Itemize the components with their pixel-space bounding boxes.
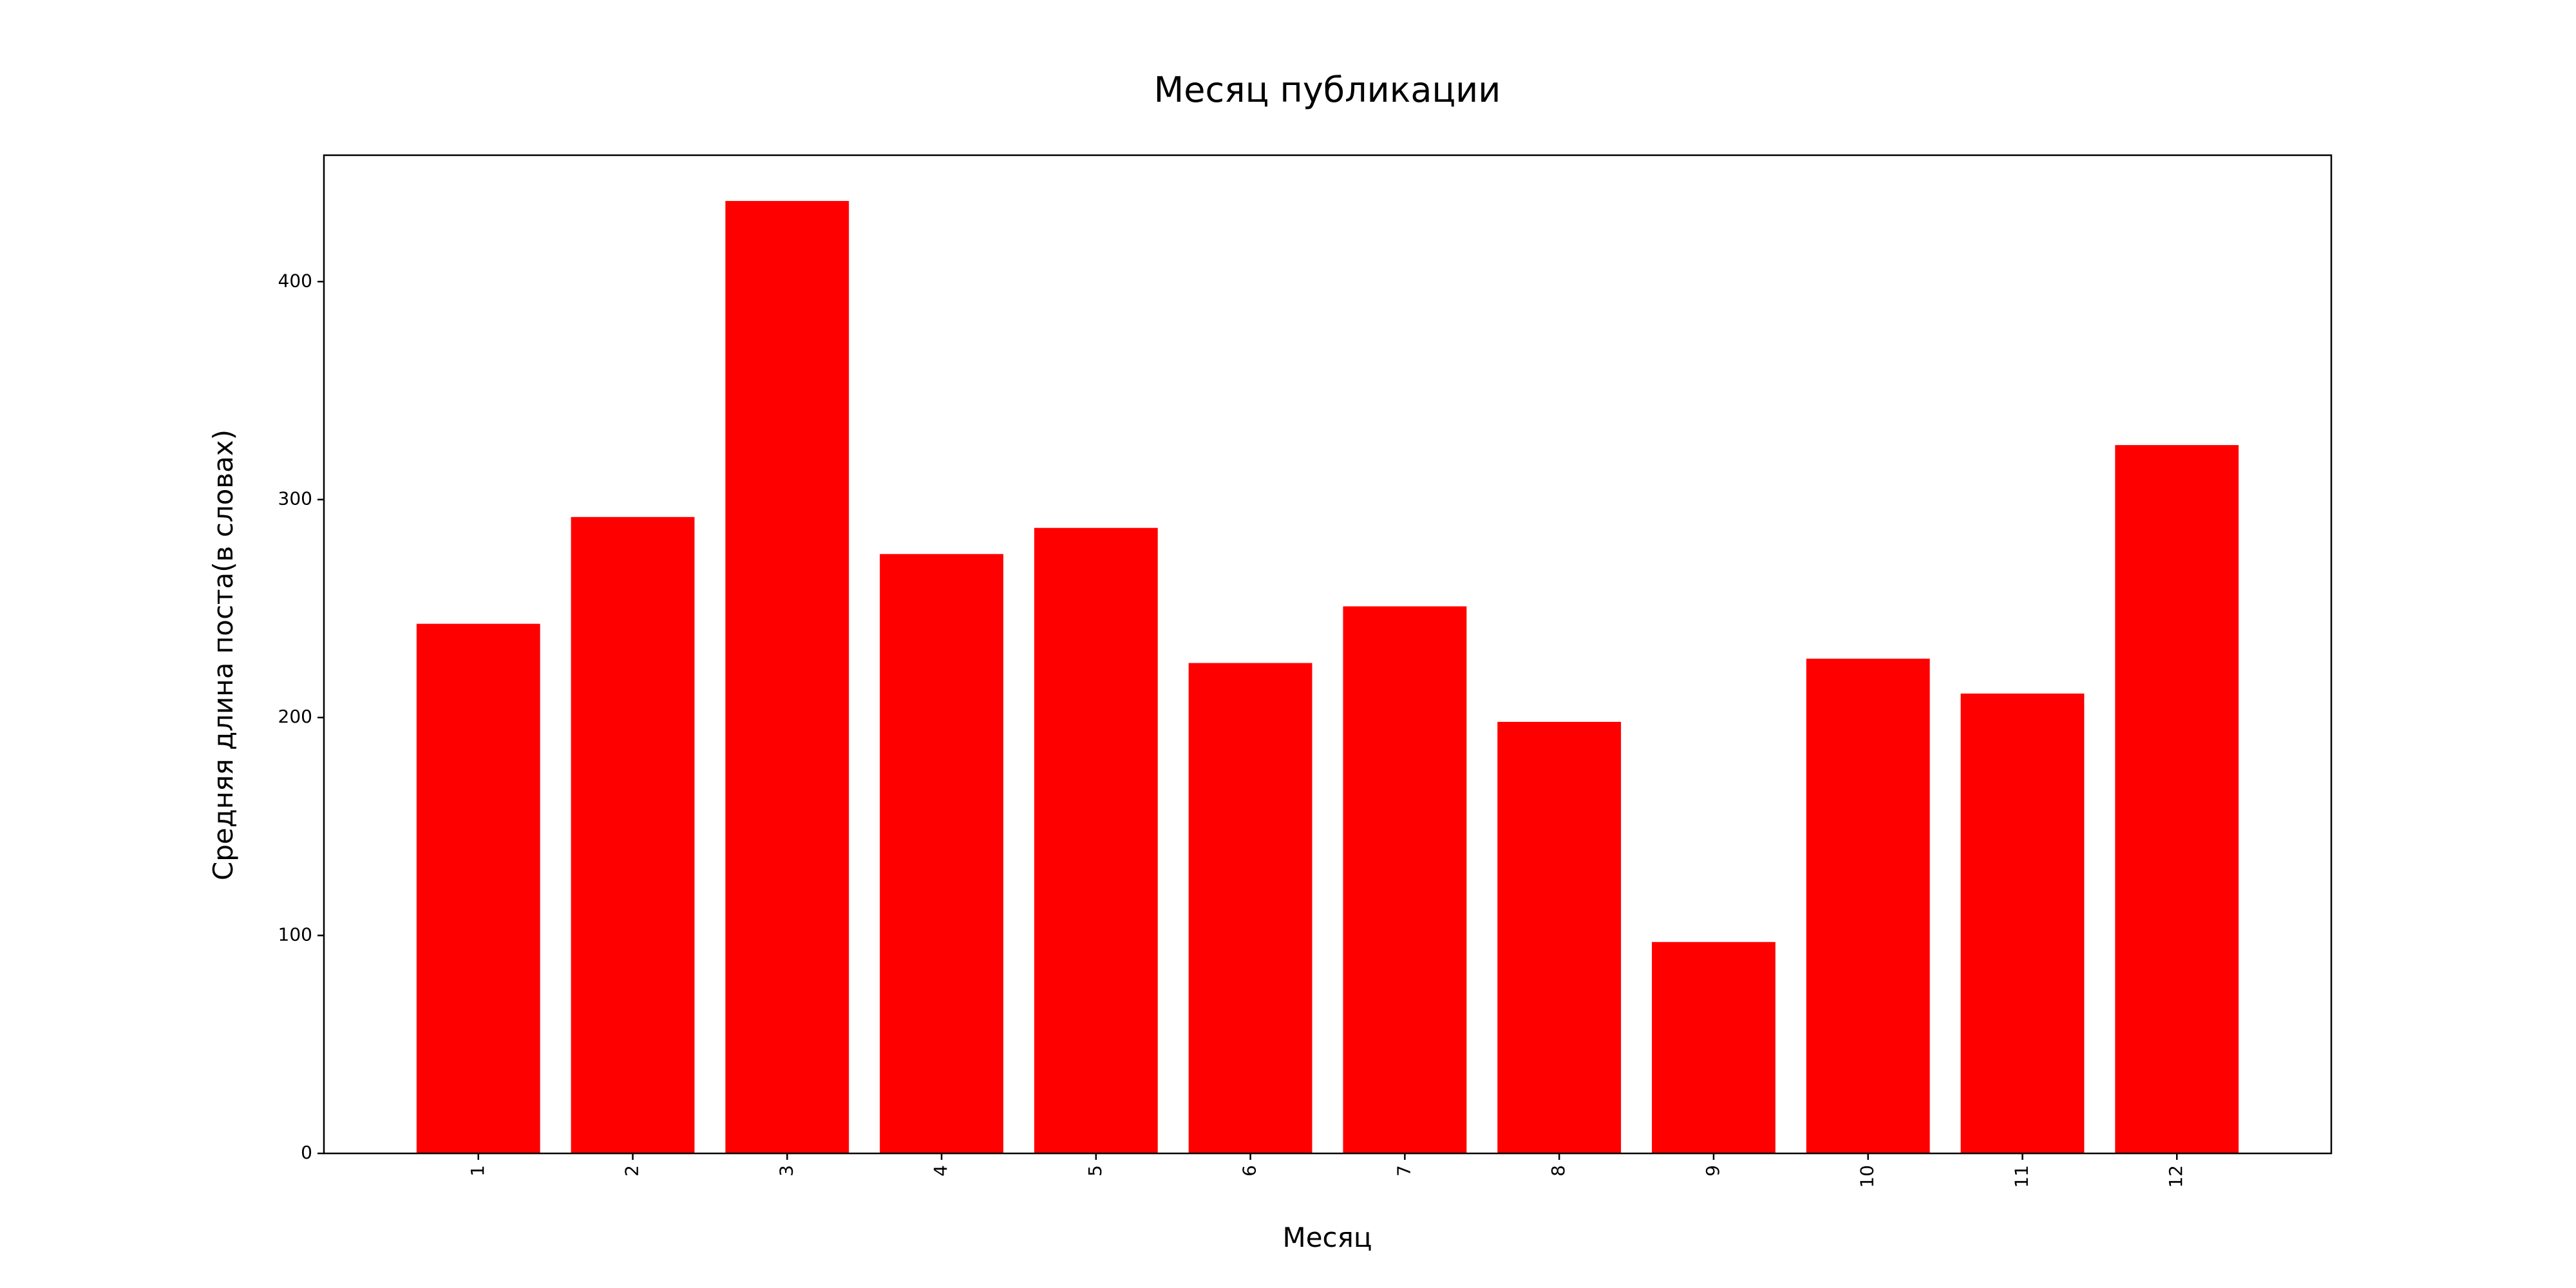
x-tick-label: 3 [775,1165,797,1177]
x-axis-ticks: 1 2 3 4 5 6 7 8 9 10 11 12 [467,1153,2186,1188]
x-tick-label: 12 [2165,1165,2186,1188]
bar-month-5 [1034,527,1158,1153]
bar-month-7 [1343,606,1467,1153]
bar-month-3 [725,201,849,1154]
y-tick-label: 400 [278,270,312,291]
bar-month-4 [880,554,1003,1153]
x-tick-label: 2 [621,1165,643,1177]
y-axis-ticks: 0 100 200 300 400 [278,270,324,1163]
y-axis-label: Средняя длина поста(в словах) [207,430,239,880]
y-tick-label: 300 [278,488,312,509]
x-tick-label: 9 [1702,1165,1723,1177]
x-tick-label: 4 [930,1165,951,1177]
bar-month-8 [1497,721,1622,1153]
bar-month-1 [416,623,540,1153]
bar-month-6 [1188,663,1312,1153]
y-tick-label: 200 [278,706,312,727]
x-tick-label: 7 [1393,1165,1414,1177]
x-axis-label: Месяц [1282,1222,1372,1253]
bars-group [416,201,2239,1154]
y-tick-label: 100 [278,924,312,945]
plot-frame [323,154,2333,1155]
x-tick-label: 11 [2011,1165,2032,1188]
x-tick-label: 10 [1857,1165,1878,1188]
bar-month-9 [1652,942,1776,1153]
x-tick-label: 5 [1084,1165,1106,1177]
x-tick-label: 8 [1548,1165,1569,1177]
bar-month-11 [1960,693,2085,1153]
bar-month-10 [1806,658,1930,1153]
bar-month-2 [571,516,695,1153]
y-tick-label: 0 [301,1142,312,1163]
bar-month-12 [2115,445,2239,1154]
x-tick-label: 6 [1239,1165,1260,1177]
chart-title: Месяц публикации [1154,70,1501,110]
x-tick-label: 1 [467,1165,488,1177]
